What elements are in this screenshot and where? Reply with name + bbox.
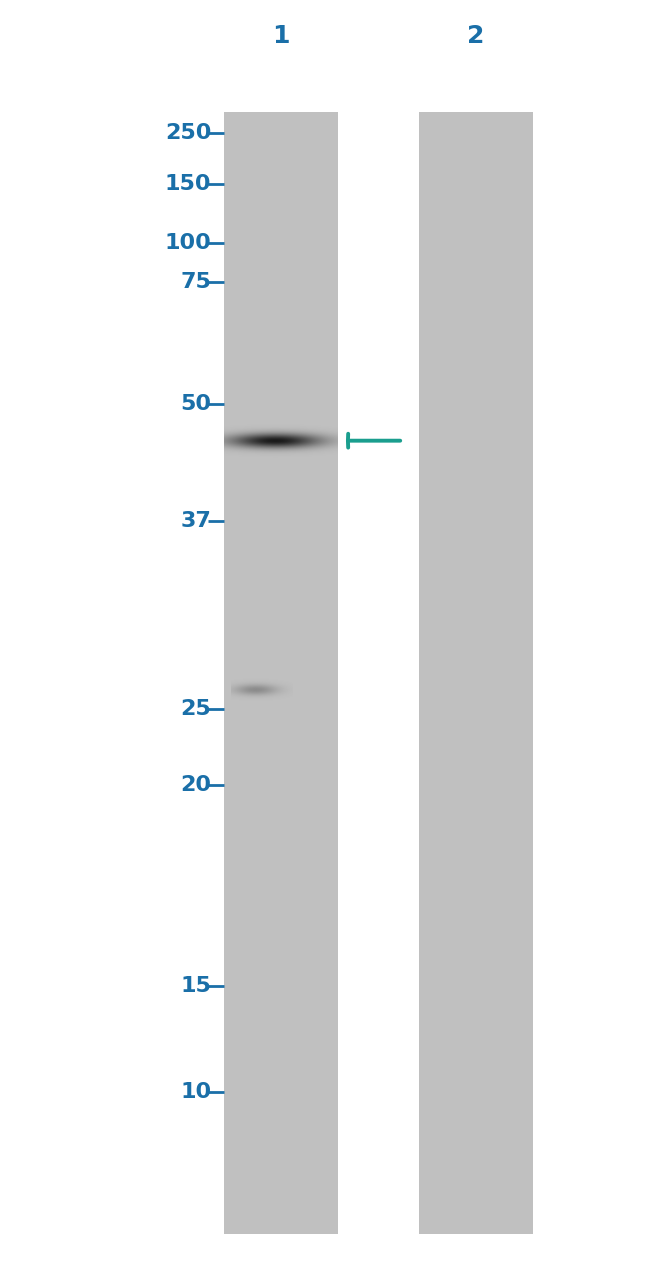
Text: 10: 10 — [180, 1082, 211, 1102]
Text: 75: 75 — [180, 272, 211, 292]
Text: 37: 37 — [180, 511, 211, 531]
Text: 150: 150 — [164, 174, 211, 194]
Text: 20: 20 — [180, 775, 211, 795]
Text: 50: 50 — [180, 394, 211, 414]
Text: 2: 2 — [467, 24, 485, 47]
Text: 100: 100 — [164, 232, 211, 253]
Text: 15: 15 — [180, 975, 211, 996]
Text: 250: 250 — [165, 123, 211, 144]
Bar — [224, 112, 338, 1234]
Text: 1: 1 — [272, 24, 290, 47]
Bar — [419, 112, 533, 1234]
Text: 25: 25 — [181, 698, 211, 719]
